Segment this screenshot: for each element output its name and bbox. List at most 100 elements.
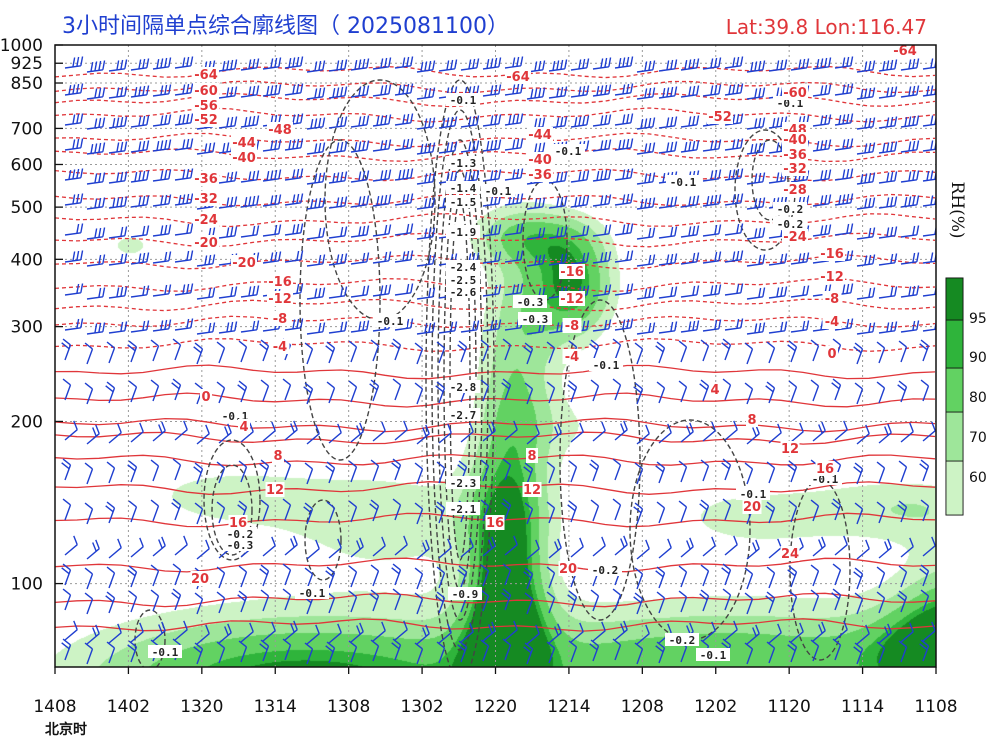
wind-barb [86,142,106,155]
wind-barb [394,113,414,126]
wind-barb [856,172,876,185]
temp-label-bg [709,382,721,397]
wind-barb [259,564,270,587]
wind-barb [678,380,688,403]
wind-barb [240,622,254,643]
wind-barb [328,59,348,72]
wind-barb [724,250,744,263]
wind-barb [612,378,622,401]
wind-barb [284,620,298,641]
wind-barb [526,539,540,560]
omega-label: -0.3 [522,313,549,326]
wind-barb [238,640,248,663]
wind-barb [284,535,298,556]
colorbar-tick-label: 80 [969,390,987,406]
wind-barb [416,539,430,560]
wind-barb [328,196,348,209]
wind-barb [504,420,518,441]
wind-barb [282,378,292,401]
wind-barb [174,56,194,69]
wind-barb [724,223,744,236]
wind-barb [636,424,650,445]
omega-label: -1.9 [450,226,477,239]
wind-barb [306,254,326,267]
wind-barb [196,254,216,267]
wind-barb [350,115,370,128]
wind-barb [589,639,600,662]
wind-barb [548,171,568,184]
temp-label-bg [826,346,838,361]
wind-barb [326,501,336,524]
wind-barb [876,501,886,524]
omega-label-bg [223,538,257,551]
wind-barb [787,460,798,483]
omega-label: -0.2 [777,203,804,216]
wind-barb [570,85,590,98]
wind-barb [372,57,392,70]
isotherm-line [55,338,936,352]
wind-barb [746,227,766,240]
wind-barb [64,318,84,331]
wind-barb [790,285,810,298]
wind-barb [108,423,122,444]
omega-contour [203,439,261,561]
y-tick-label: 300 [11,318,43,338]
wind-barb [570,115,590,128]
wind-barb [548,86,568,99]
wind-barb [348,640,358,663]
wind-barb [614,420,628,441]
wind-barb [105,591,116,614]
wind-barb [350,140,370,153]
temp-label: 4 [710,383,719,398]
wind-barb [436,461,446,484]
wind-barb [501,378,512,401]
wind-barb [480,639,490,662]
wind-barb [172,458,182,481]
wind-barb [350,195,370,208]
wind-barb [812,169,832,182]
wind-barb [680,285,700,298]
wind-barb [834,620,848,641]
wind-barb [64,168,84,181]
wind-barb [853,642,864,665]
wind-barb [328,423,342,444]
wind-barb [856,322,876,335]
wind-barb [922,621,936,642]
omega-contour [299,139,381,461]
omega-label: -0.1 [700,649,727,662]
wind-barb [372,621,386,642]
wind-barb [834,193,854,206]
wind-barb [900,115,920,128]
x-tick-label: 1314 [254,697,297,717]
wind-barb [394,318,414,331]
wind-barb [84,502,94,525]
wind-barb [724,83,744,96]
wind-barb [834,420,848,441]
wind-barb [328,538,342,559]
wind-barb [436,641,446,664]
wind-barb [592,421,606,442]
wind-barb [856,142,876,155]
wind-barb [700,564,710,587]
wind-barb [878,286,898,299]
temp-label: -64 [893,44,917,59]
wind-barb [878,171,898,184]
wind-barb [416,142,436,155]
temp-label: -36 [783,148,807,163]
wind-barb [614,168,634,181]
wind-barb [721,563,732,586]
omega-label: -0.1 [299,587,326,600]
omega-label-bg [773,217,807,230]
wind-barb [218,321,238,334]
wind-barb [768,623,782,644]
wind-barb [920,499,930,522]
wind-barb [438,623,452,644]
wind-barb [548,226,568,239]
wind-barb [920,589,930,612]
wind-barb [831,588,842,611]
wind-barb [86,254,106,267]
wind-barb [655,461,666,484]
wind-barb [898,460,908,483]
wind-barb [152,194,172,207]
